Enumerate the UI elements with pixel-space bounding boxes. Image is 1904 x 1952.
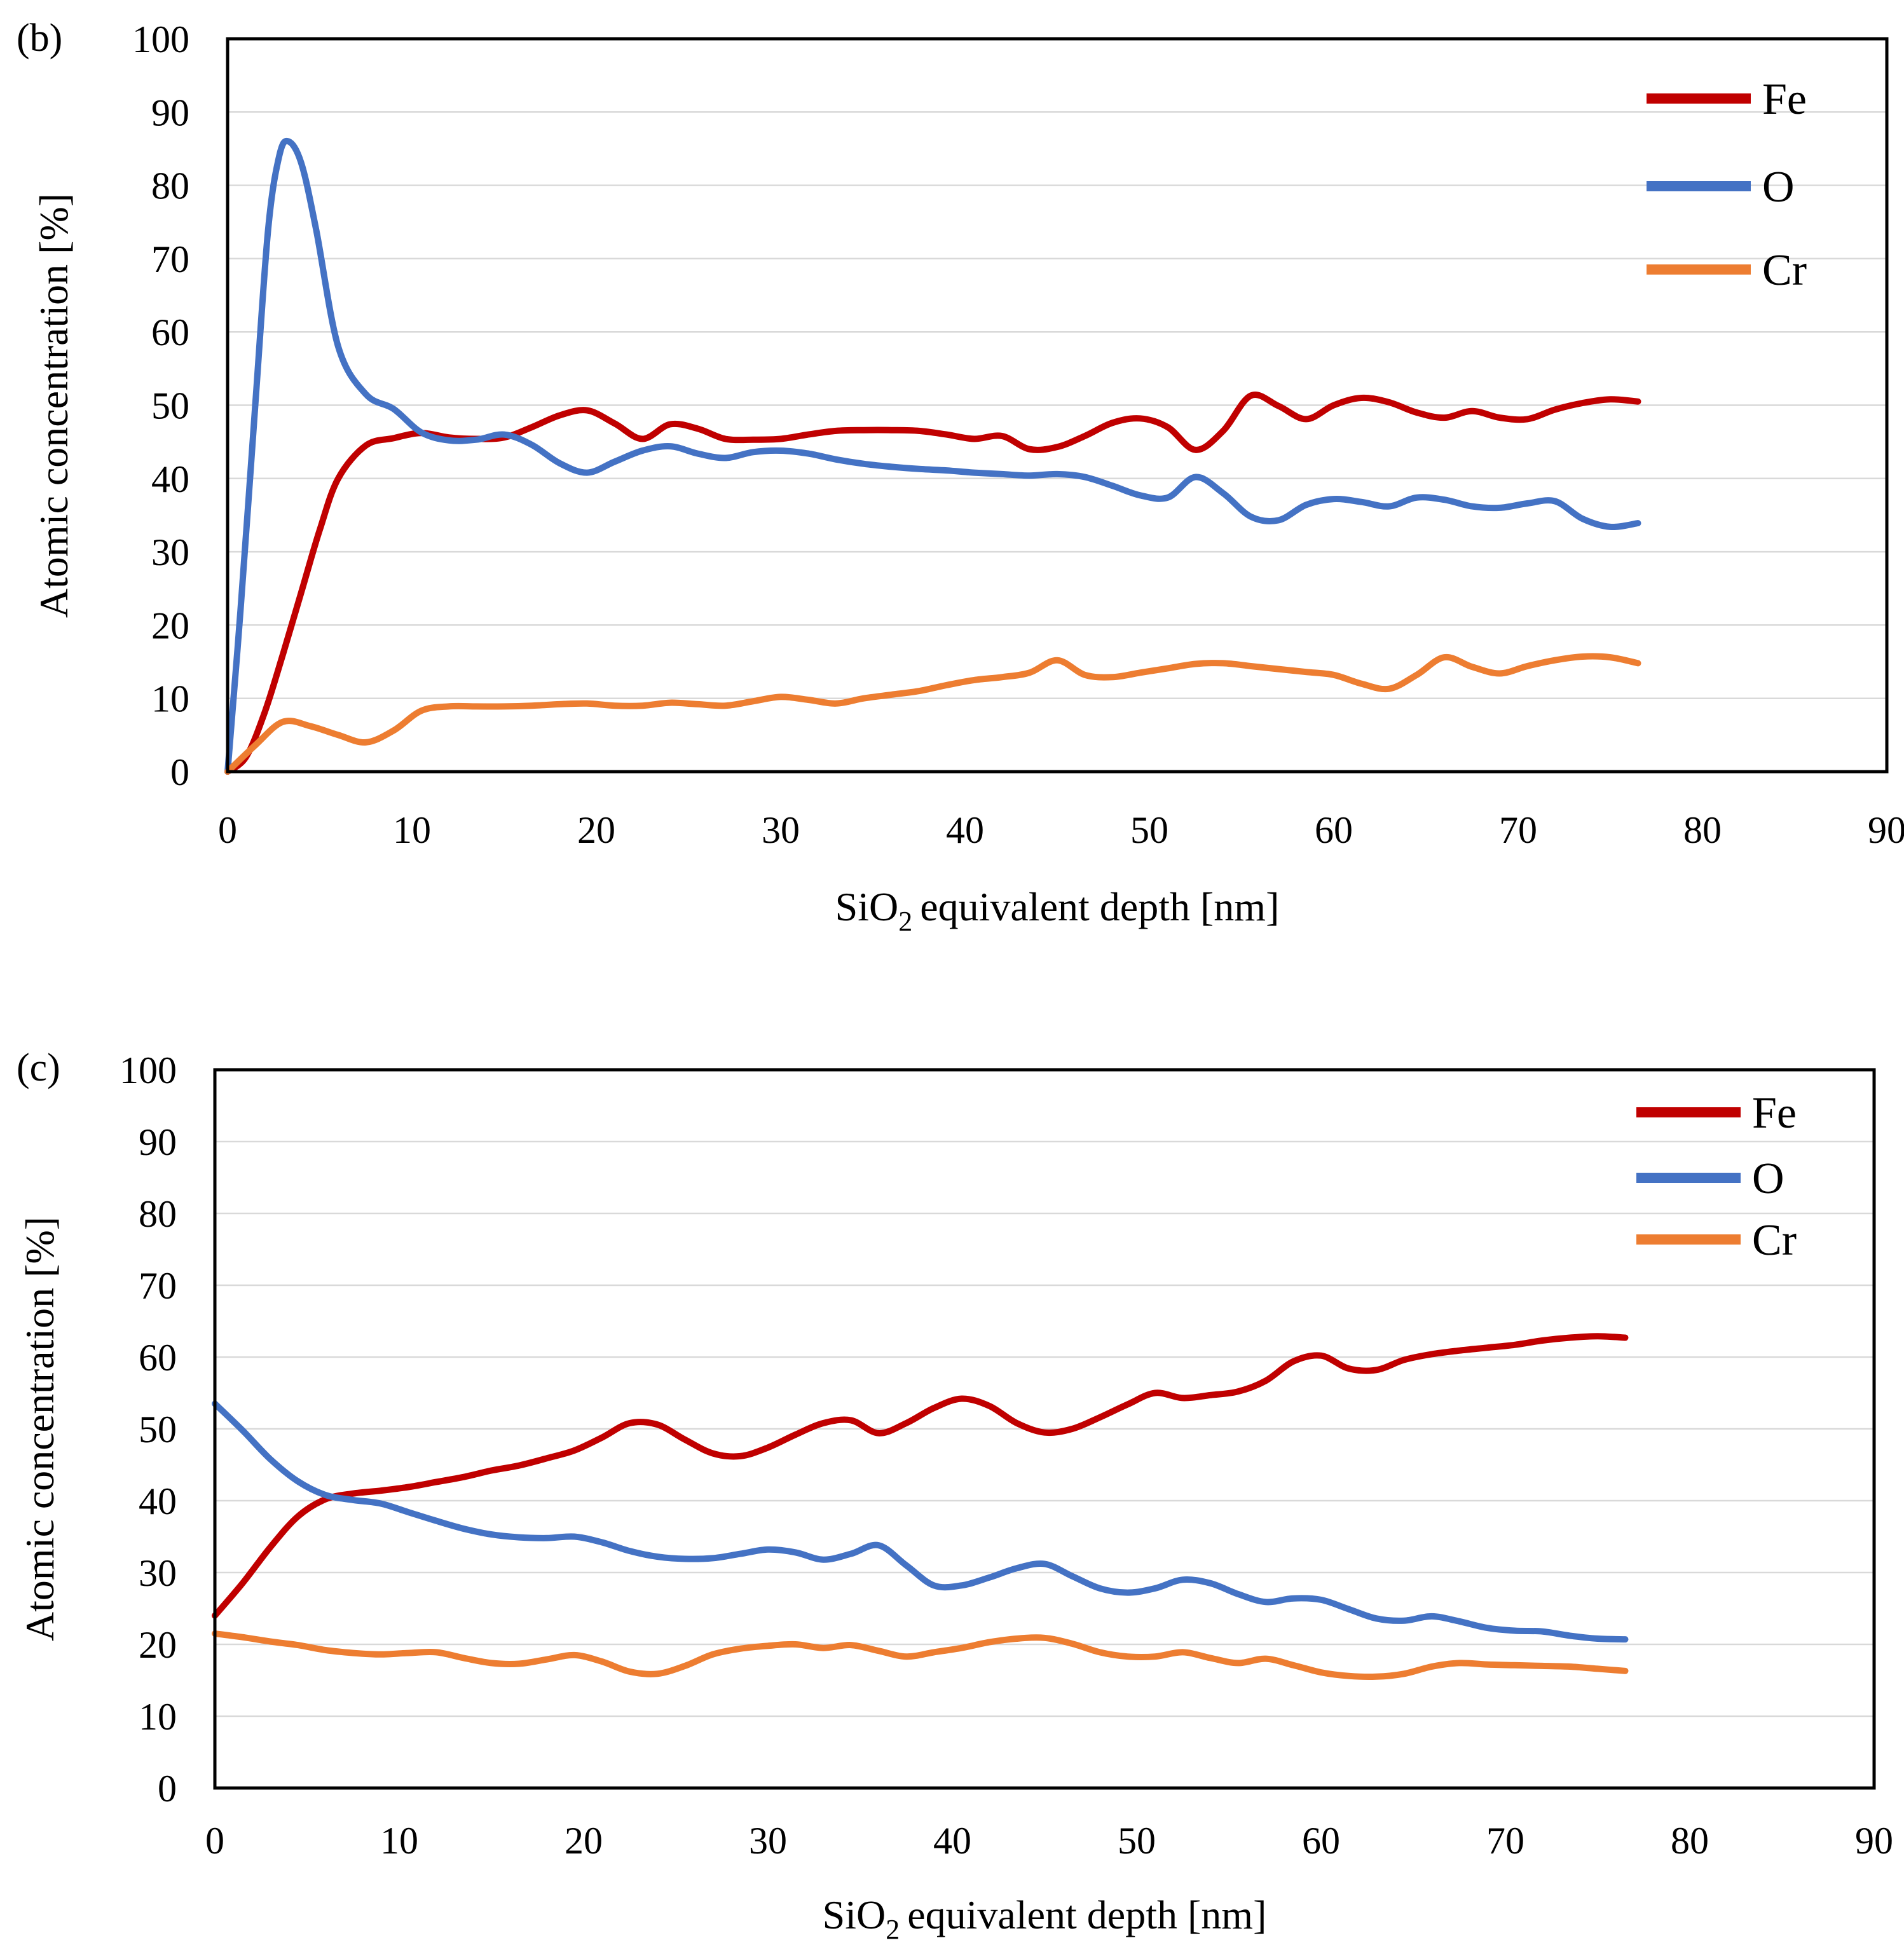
o-line — [212, 1400, 1629, 1643]
x-tick-label-20: 20 — [577, 809, 615, 851]
x-tick-label-60: 60 — [1315, 809, 1353, 851]
x-tick-label-80: 80 — [1671, 1820, 1709, 1862]
x-tick-label-0: 0 — [205, 1820, 224, 1862]
legend-label-cr: Cr — [1752, 1216, 1797, 1265]
y-tick-label-80: 80 — [151, 165, 189, 207]
x-tick-label-10: 10 — [380, 1820, 418, 1862]
gridlines-c — [215, 1140, 1874, 1717]
panel-c-label: (c) — [17, 1046, 60, 1089]
panel-c-y-axis-title: Atomic concentration [%] — [17, 1217, 62, 1641]
x-tick-label-50: 50 — [1118, 1820, 1156, 1862]
y-tick-label-70: 70 — [139, 1265, 177, 1307]
y-tick-label-60: 60 — [151, 311, 189, 353]
x-tick-label-70: 70 — [1499, 809, 1537, 851]
panel-c: (c) Atomic concentration [%] 01020304050… — [17, 1046, 1893, 1945]
x-tick-label-90: 90 — [1868, 809, 1904, 851]
y-tick-label-80: 80 — [139, 1193, 177, 1235]
y-tick-label-50: 50 — [139, 1409, 177, 1450]
panel-b: (b) Atomic concentration [%] 01020304050… — [17, 17, 1904, 937]
x-title-pre-b: SiO — [835, 884, 899, 929]
x-title-post-b: equivalent depth [nm] — [920, 884, 1279, 929]
y-tick-label-0: 0 — [158, 1768, 177, 1810]
x-tick-label-80: 80 — [1683, 809, 1722, 851]
x-tick-label-30: 30 — [749, 1820, 787, 1862]
x-tick-label-20: 20 — [565, 1820, 603, 1862]
legend-label-o: O — [1752, 1154, 1784, 1203]
y-tick-label-20: 20 — [139, 1624, 177, 1666]
legend-c: Fe O Cr — [1636, 1089, 1797, 1265]
y-tick-label-10: 10 — [139, 1696, 177, 1738]
x-tick-label-30: 30 — [762, 809, 800, 851]
series-lines-c — [212, 1333, 1629, 1681]
fe-line — [212, 1333, 1629, 1619]
x-axis-tick-labels-b: 0 10 20 30 40 50 60 70 80 90 — [218, 809, 1904, 851]
y-tick-label-0: 0 — [170, 751, 189, 793]
x-tick-label-90: 90 — [1855, 1820, 1893, 1862]
legend-label-fe: Fe — [1752, 1089, 1797, 1138]
legend-label-fe: Fe — [1762, 75, 1807, 124]
y-tick-label-40: 40 — [151, 458, 189, 500]
gridlines-b — [228, 111, 1887, 699]
o-line — [224, 137, 1641, 775]
y-tick-label-100: 100 — [132, 18, 189, 60]
x-tick-label-10: 10 — [393, 809, 431, 851]
plot-border-c — [213, 1068, 1876, 1790]
cr-line — [212, 1630, 1629, 1681]
y-tick-label-50: 50 — [151, 385, 189, 427]
legend-label-cr: Cr — [1762, 246, 1807, 295]
panel-b-y-axis-title: Atomic concentration [%] — [31, 193, 76, 618]
y-tick-label-100: 100 — [120, 1049, 177, 1091]
x-tick-label-40: 40 — [933, 1820, 971, 1862]
y-tick-label-10: 10 — [151, 678, 189, 720]
y-tick-label-90: 90 — [139, 1121, 177, 1163]
x-tick-label-70: 70 — [1486, 1820, 1524, 1862]
y-axis-tick-labels-b: 0 10 20 30 40 50 60 70 80 90 100 — [132, 18, 189, 793]
x-tick-label-60: 60 — [1302, 1820, 1340, 1862]
y-tick-label-60: 60 — [139, 1337, 177, 1379]
x-title-sub-b: 2 — [898, 906, 912, 937]
x-tick-label-50: 50 — [1130, 809, 1168, 851]
plot-border-b — [226, 37, 1889, 774]
x-tick-label-0: 0 — [218, 809, 237, 851]
x-title-sub-c: 2 — [886, 1914, 900, 1945]
legend-label-o: O — [1762, 163, 1795, 212]
series-lines-b — [224, 137, 1641, 775]
panel-b-label: (b) — [17, 17, 62, 60]
y-tick-label-40: 40 — [139, 1480, 177, 1522]
y-tick-label-70: 70 — [151, 238, 189, 280]
x-title-pre-c: SiO — [823, 1892, 886, 1937]
y-tick-label-30: 30 — [139, 1552, 177, 1594]
y-tick-label-20: 20 — [151, 604, 189, 646]
y-tick-label-90: 90 — [151, 92, 189, 133]
fe-line — [224, 392, 1641, 775]
panel-c-x-axis-title: SiO2 equivalent depth [nm] — [823, 1892, 1267, 1945]
panel-b-x-axis-title: SiO2 equivalent depth [nm] — [835, 884, 1280, 937]
x-title-post-c: equivalent depth [nm] — [907, 1892, 1266, 1937]
x-axis-tick-labels-c: 0 10 20 30 40 50 60 70 80 90 — [205, 1820, 1893, 1862]
cr-line — [224, 653, 1641, 775]
legend-b: Fe O Cr — [1647, 75, 1807, 295]
y-axis-tick-labels-c: 0 10 20 30 40 50 60 70 80 90 100 — [120, 1049, 177, 1810]
x-tick-label-40: 40 — [946, 809, 984, 851]
y-tick-label-30: 30 — [151, 531, 189, 573]
